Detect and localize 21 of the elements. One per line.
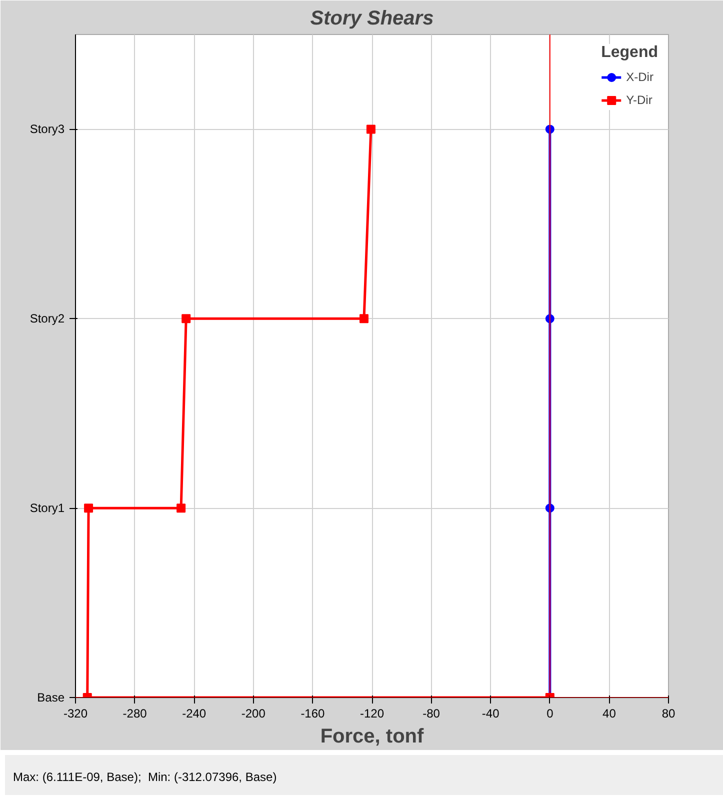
x-tick-label: 0: [546, 706, 554, 720]
x-tick-label: -80: [422, 706, 440, 720]
text: Max: (6.111E-09, Base); Min: (-312.07396, Base): [13, 769, 277, 786]
legend-label: X-Dir: [626, 70, 654, 84]
legend-title: Legend: [601, 44, 658, 62]
x-tick-label: -160: [300, 706, 326, 720]
y-tick-label: Story1: [30, 501, 65, 516]
legend-label: Y-Dir: [626, 93, 652, 107]
x-tick-label: -240: [182, 706, 206, 720]
y-tick-label: Story3: [30, 122, 65, 136]
x-tick-label: -320: [63, 706, 88, 720]
x-tick-label: -280: [122, 706, 148, 720]
x-tick-label: -200: [241, 706, 266, 720]
x-tick-label: 80: [662, 706, 676, 720]
x-tick-label: -40: [482, 706, 500, 720]
chart-title: Story Shears: [310, 8, 434, 30]
x-tick-label: -120: [360, 706, 384, 720]
x-axis-title: Force, tonf: [320, 726, 424, 748]
y-tick-label: Story2: [30, 312, 65, 326]
y-tick-label: Base: [37, 690, 65, 704]
x-tick-label: 40: [602, 706, 616, 720]
